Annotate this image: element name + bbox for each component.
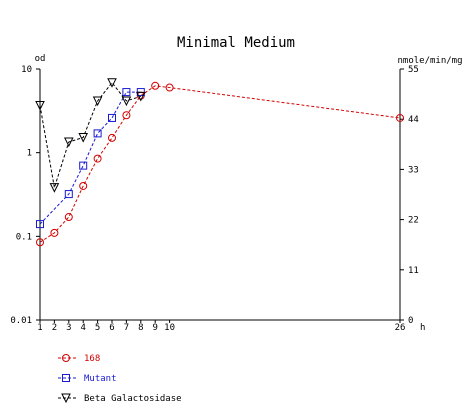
- data-point: [92, 96, 103, 107]
- x-tick-label: 7: [124, 323, 129, 333]
- legend-label: Mutant: [84, 374, 117, 384]
- data-point: [135, 91, 146, 102]
- right-tick-label: 55: [408, 65, 419, 75]
- data-point: [35, 101, 45, 111]
- data-point: [50, 228, 59, 237]
- x-tick-label: 6: [109, 323, 114, 333]
- left-axis-title: od: [35, 54, 46, 64]
- data-point: [93, 154, 102, 163]
- x-tick-label: 4: [80, 323, 85, 333]
- x-tick-label: 9: [152, 323, 157, 333]
- series-layer: [35, 78, 404, 247]
- series-2: [35, 78, 146, 193]
- series-0: [36, 81, 404, 247]
- right-tick-label: 33: [408, 165, 419, 175]
- data-point: [36, 238, 44, 247]
- x-tick-label: 1: [37, 323, 42, 333]
- series-1: [36, 88, 145, 229]
- data-point: [108, 133, 116, 142]
- legend-label: 168: [84, 354, 100, 364]
- legend-marker: [62, 354, 70, 362]
- chart-title: Minimal Medium: [177, 35, 295, 51]
- data-point: [122, 88, 131, 97]
- data-point: [78, 132, 89, 143]
- data-point: [151, 81, 160, 90]
- x-axis-unit: h: [420, 323, 425, 333]
- x-tick-label: 5: [95, 323, 100, 333]
- series-line: [39, 91, 141, 225]
- data-point: [107, 78, 117, 88]
- x-tick-label: 3: [66, 323, 71, 333]
- right-tick-label: 11: [408, 266, 419, 276]
- data-point: [79, 161, 88, 170]
- legend-marker: [62, 374, 70, 382]
- series-line: [39, 81, 141, 188]
- x-tick-label: 2: [52, 323, 57, 333]
- x-tick-label: 8: [138, 323, 143, 333]
- data-point: [64, 213, 73, 222]
- data-point: [49, 183, 60, 193]
- x-tick-label: 26: [395, 323, 406, 333]
- plot-frame: [39, 69, 401, 321]
- series-line: [39, 85, 401, 243]
- left-tick-label: 1: [27, 149, 32, 159]
- data-point: [36, 220, 44, 229]
- left-tick-label: 0.01: [10, 316, 32, 326]
- left-tick-label: 0.1: [16, 232, 32, 242]
- legend-label: Beta Galactosidase: [84, 394, 182, 404]
- legend-marker: [61, 393, 71, 404]
- right-tick-label: 0: [408, 316, 413, 326]
- right-tick-label: 22: [408, 216, 419, 226]
- data-point: [396, 113, 404, 122]
- legend: 168 Mutant Beta Galactosidase: [58, 354, 182, 404]
- data-point: [165, 83, 174, 92]
- right-tick-label: 44: [408, 115, 419, 125]
- data-point: [93, 129, 102, 138]
- right-axis-title: nmole/min/mg: [397, 56, 462, 66]
- data-point: [63, 137, 74, 148]
- data-point: [122, 111, 131, 120]
- left-tick-label: 10: [21, 65, 32, 75]
- data-point: [64, 190, 73, 199]
- x-tick-label: 10: [164, 323, 175, 333]
- data-point: [121, 96, 132, 107]
- data-point: [108, 113, 116, 122]
- data-point: [79, 181, 88, 190]
